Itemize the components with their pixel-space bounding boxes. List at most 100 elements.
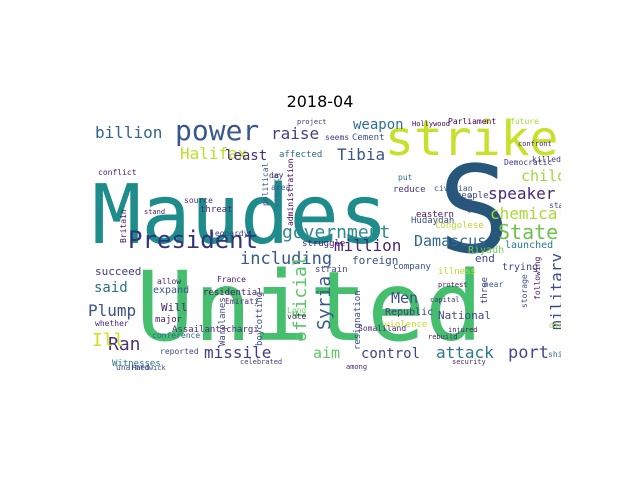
word-government: government: [282, 222, 390, 243]
word-political: political: [261, 162, 270, 206]
word-halifax: Halifax: [180, 144, 248, 163]
word-power: power: [175, 114, 259, 147]
word-speaker: speaker: [488, 184, 556, 203]
word-future: future: [510, 117, 539, 126]
word-long: Long: [287, 306, 306, 315]
word-ran: Ran: [108, 334, 141, 355]
word-residential: residential: [203, 288, 263, 298]
word-suburb: suburb: [88, 371, 117, 380]
word-launched: launched: [505, 240, 553, 251]
word-congolese: Congolese: [435, 221, 484, 231]
word-area: area: [271, 183, 290, 192]
word-facility: facility: [565, 190, 575, 234]
word-stake: stake: [549, 201, 573, 210]
word-whether: whether: [95, 319, 129, 328]
word-strain: strain: [315, 265, 348, 275]
word-succeed: succeed: [95, 265, 141, 278]
word-republic: Republic: [385, 307, 433, 318]
word-raise: raise: [271, 124, 319, 143]
word-celebrated: celebrated: [240, 358, 282, 366]
word-jeopardy: jeopardy: [210, 229, 249, 238]
chart-title: 2018-04: [286, 92, 354, 111]
word-hardwick: Hardwick: [132, 364, 167, 372]
word-illness: illness: [438, 267, 476, 277]
word-foreign: foreign: [352, 254, 398, 267]
word-men: Men: [391, 289, 418, 307]
word-democratic: Democratic: [504, 158, 552, 167]
word-weapon: weapon: [353, 117, 404, 133]
word-rebuild: rebuild: [428, 333, 458, 341]
word-eastern: eastern: [416, 210, 454, 220]
word-port: port: [508, 343, 549, 363]
word-people: people: [456, 191, 489, 201]
word-plump: Plump: [88, 301, 136, 320]
word-control: control: [361, 346, 420, 362]
word-source: source: [184, 196, 213, 205]
word-official: official: [290, 255, 311, 342]
word-assailantschargi: Assailantschargi: [172, 325, 259, 335]
word-million: million: [334, 236, 401, 255]
word-witnesses: Witnesses: [112, 359, 161, 369]
word-conflict: conflict: [98, 168, 137, 177]
word-expand: expand: [153, 285, 189, 296]
word-hudaydah: Hudaydah: [411, 216, 454, 226]
word-apartheid: apartheid: [105, 376, 143, 384]
word-ship: ship: [548, 350, 567, 359]
word-company: company: [393, 262, 432, 272]
word-national: National: [438, 309, 491, 322]
word-capital: capital: [430, 296, 460, 304]
word-seems: seems: [325, 133, 349, 142]
word-affected: affected: [279, 150, 322, 160]
word-including: including: [240, 249, 332, 269]
word-said: said: [94, 280, 128, 296]
word-child: child: [521, 167, 566, 185]
word-somaliland: Somaliland: [358, 324, 406, 333]
word-attack: attack: [436, 343, 494, 362]
word-france: France: [217, 275, 246, 284]
word-conference: conference: [152, 331, 200, 340]
word-syria: Syria: [314, 276, 335, 330]
word-three: three: [480, 277, 490, 304]
word-allow: allow: [157, 277, 181, 286]
word-billion: billion: [95, 123, 162, 142]
word-ill: Ill: [92, 330, 125, 351]
word-injured: injured: [448, 326, 478, 334]
word-administration: administration: [286, 158, 295, 226]
word-tibia: Tibia: [337, 145, 385, 164]
word-warplanes: Warplanes: [218, 297, 228, 346]
word-day: day: [269, 171, 284, 180]
word-emirati: Emirati: [225, 297, 259, 306]
word-threat: threat: [200, 205, 233, 215]
word-civilian: civilian: [434, 184, 473, 193]
word-put: put: [398, 173, 413, 182]
word-state: State: [498, 220, 558, 244]
word-united: United: [136, 251, 483, 363]
word-violence: violence: [384, 320, 427, 330]
word-vote: vote: [287, 312, 306, 321]
word-storage: storage: [520, 274, 529, 308]
word-major: major: [155, 315, 183, 325]
word-hollywood: Hollywood: [412, 120, 450, 128]
word-will: Will: [161, 301, 188, 314]
word-chemical: chemical: [490, 204, 567, 223]
word-military: military: [547, 253, 566, 330]
word-killed: killed: [532, 155, 561, 164]
word-least: least: [225, 148, 267, 164]
word-strike: strike: [385, 111, 558, 167]
word-stand: stand: [144, 208, 165, 216]
word-protest: protest: [438, 281, 468, 289]
word-cement: Cement: [352, 133, 385, 143]
word-parliament: Parliament: [448, 117, 496, 126]
word-riyadh: Riyadh: [468, 245, 504, 256]
word-reported: reported: [160, 347, 199, 356]
word-missile: missile: [204, 343, 271, 362]
word-died: died: [549, 321, 568, 330]
word-damascus: Damascus: [414, 232, 486, 250]
word-odds: odds: [465, 194, 474, 213]
word-resignation: resignation: [353, 290, 363, 350]
word-maudes: Maudes: [92, 168, 388, 263]
word-following: following: [533, 256, 542, 300]
word-s: S: [438, 142, 510, 281]
